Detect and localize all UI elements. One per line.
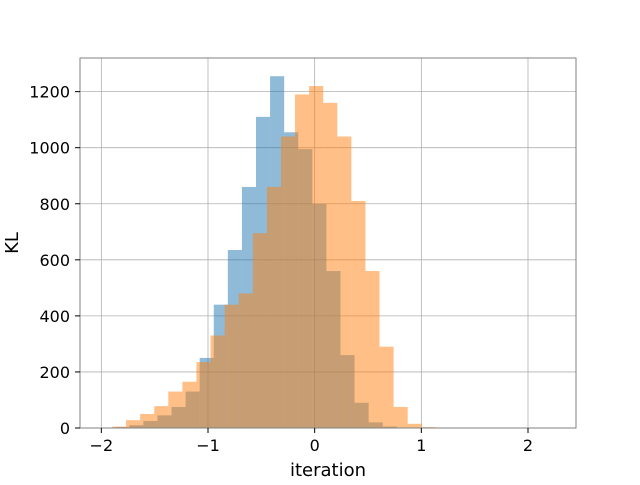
x-axis-ticks: −2 −1 0 1 2 (90, 428, 533, 455)
histogram-bar (196, 362, 211, 428)
x-tick-label: 1 (416, 436, 426, 455)
histogram-bar (309, 86, 324, 428)
histogram-bar (351, 200, 366, 428)
histogram-bar (168, 391, 183, 428)
x-axis-label: iteration (290, 460, 366, 480)
histogram-bar (323, 102, 338, 429)
histogram-bar (280, 136, 296, 428)
histogram-bar (365, 271, 380, 428)
histogram-bar (210, 335, 225, 428)
histogram-bar (379, 346, 394, 428)
histogram-bar (140, 413, 155, 428)
y-tick-label: 400 (39, 307, 70, 326)
histogram-bar (407, 423, 422, 428)
histogram-bar (182, 381, 197, 428)
y-tick-label: 1000 (29, 139, 70, 158)
y-axis-ticks: 0 200 400 600 800 1000 1200 (29, 83, 80, 438)
histogram-bar (393, 406, 408, 428)
histogram-series-2 (112, 86, 436, 429)
histogram-bar (337, 136, 352, 428)
y-tick-label: 800 (39, 195, 70, 214)
histogram-bar (154, 406, 169, 428)
y-tick-label: 200 (39, 363, 70, 382)
plot-frame (79, 57, 577, 429)
histogram-bar (126, 420, 141, 428)
histogram-bar (295, 94, 310, 428)
histogram-bar (112, 426, 127, 428)
histogram-bar (238, 293, 253, 428)
x-tick-label: 0 (310, 436, 320, 455)
x-tick-label: 2 (523, 436, 533, 455)
y-tick-label: 0 (60, 419, 70, 438)
histogram-bar (252, 233, 267, 428)
x-tick-label: −1 (196, 436, 220, 455)
histogram-bar (266, 186, 281, 428)
y-tick-label: 1200 (29, 83, 70, 102)
y-axis-label: KL (2, 232, 23, 254)
histogram-bars (112, 76, 436, 429)
x-tick-label: −2 (90, 436, 114, 455)
y-tick-label: 600 (39, 251, 70, 270)
histogram-bar (224, 304, 239, 428)
